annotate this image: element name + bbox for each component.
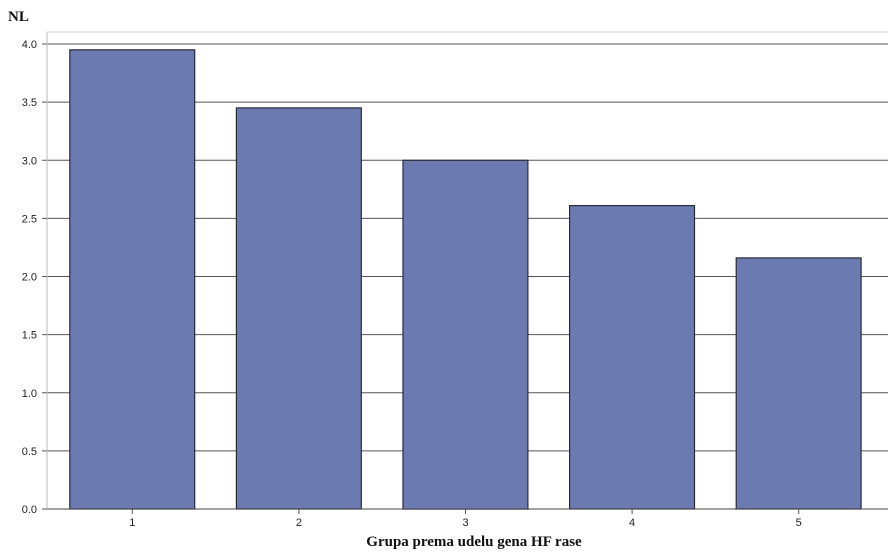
x-axis-ticks: 1 2 3 4 5 bbox=[129, 509, 802, 529]
x-axis-title: Grupa prema udelu gena HF rase bbox=[366, 534, 582, 550]
y-tick-label: 3.0 bbox=[22, 155, 37, 167]
y-tick-label: 2.5 bbox=[22, 213, 37, 225]
bar-3 bbox=[402, 159, 529, 510]
bar-1 bbox=[69, 49, 196, 510]
x-tick-label: 2 bbox=[296, 517, 302, 529]
bar-4 bbox=[568, 205, 696, 510]
x-tick-label: 5 bbox=[796, 517, 802, 529]
y-tick-label: 4.0 bbox=[22, 39, 37, 51]
y-tick-label: 1.5 bbox=[22, 330, 37, 342]
y-tick-label: 2.0 bbox=[22, 272, 37, 284]
x-tick-label: 3 bbox=[462, 517, 468, 529]
y-axis-ticks: 0.0 0.5 1.0 1.5 2.0 2.5 3.0 3.5 4.0 bbox=[22, 39, 47, 516]
bar-5 bbox=[735, 257, 862, 510]
y-tick-label: 0.0 bbox=[22, 504, 37, 516]
x-tick-label: 4 bbox=[629, 517, 635, 529]
y-tick-label: 1.0 bbox=[22, 388, 37, 400]
y-axis-title: NL bbox=[8, 9, 29, 25]
bar-2 bbox=[235, 107, 362, 510]
y-tick-label: 0.5 bbox=[22, 446, 37, 458]
y-tick-label: 3.5 bbox=[22, 97, 37, 109]
x-tick-label: 1 bbox=[129, 517, 135, 529]
bars bbox=[69, 49, 862, 510]
